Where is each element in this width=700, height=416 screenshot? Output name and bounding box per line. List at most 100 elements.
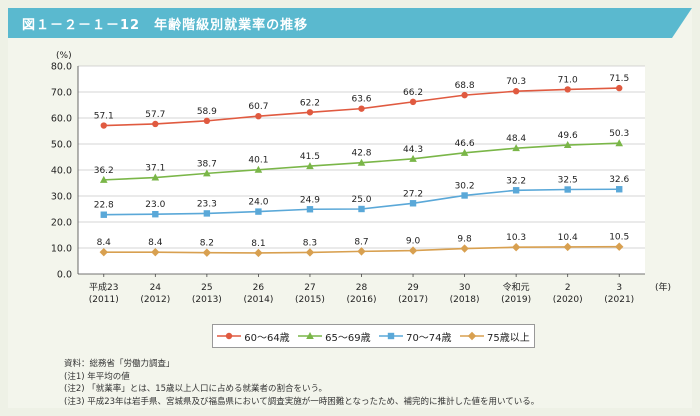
data-point: [512, 144, 520, 152]
data-label: 8.2: [200, 239, 214, 249]
data-point: [203, 169, 211, 177]
data-label: 49.6: [558, 131, 578, 141]
legend-item: 65～69歳: [298, 329, 371, 344]
x-tick-label-year: (2017): [398, 295, 428, 305]
data-label: 44.3: [403, 145, 423, 155]
data-point: [564, 86, 571, 93]
data-label: 60.7: [248, 102, 268, 112]
note-line: (注2) 「就業率」とは、15歳以上人口に占める就業者の割合をいう。: [64, 384, 328, 394]
legend-marker-icon: [379, 332, 404, 340]
data-label: 8.3: [303, 238, 317, 248]
data-point: [511, 243, 521, 252]
data-point: [306, 162, 314, 170]
data-label: 10.4: [558, 233, 578, 243]
data-point: [203, 117, 211, 125]
data-label: 48.4: [506, 134, 526, 144]
data-point: [408, 246, 418, 255]
data-label: 9.0: [406, 237, 421, 247]
chart-title: 図１－２－１－12 年齢階級別就業率の推移: [22, 18, 309, 33]
x-unit-label: (年): [655, 281, 671, 293]
x-tick-label-year: (2011): [89, 295, 119, 305]
legend-item: 60～64歳: [217, 329, 290, 344]
data-label: 37.1: [145, 164, 165, 174]
y-tick-label: 10.0: [51, 244, 72, 255]
legend-marker-icon: [217, 332, 242, 340]
title-bar-corner: [672, 8, 692, 38]
note-line: 資料：総務省「労働力調査」: [64, 359, 175, 369]
x-tick-label-era: 27: [304, 283, 315, 293]
data-point: [616, 186, 623, 193]
x-tick-label-year: (2021): [604, 295, 634, 305]
data-point: [460, 244, 469, 253]
x-tick-label-era: 29: [407, 283, 419, 293]
x-tick-label-year: (2019): [501, 295, 531, 305]
data-point: [358, 105, 365, 112]
data-point: [99, 247, 108, 257]
line-chart: 0.0 10.0 20.0 30.0 40.0 50.0 60.0 70.0 80.0(%) (年…: [51, 51, 671, 305]
data-point: [254, 248, 263, 258]
y-tick-label: 40.0: [51, 166, 72, 177]
data-label: 24.9: [300, 195, 320, 205]
data-label: 50.3: [609, 129, 629, 139]
data-label: 68.8: [455, 81, 475, 91]
data-label: 27.2: [403, 189, 423, 199]
data-point: [615, 139, 624, 147]
legend-label: 75歳以上: [487, 332, 530, 344]
data-label: 10.5: [609, 233, 629, 243]
data-point: [357, 247, 366, 256]
data-label: 42.8: [351, 149, 371, 159]
data-point: [306, 109, 314, 116]
data-label: 66.2: [403, 88, 423, 98]
data-point: [151, 247, 160, 257]
figure-frame: 図１－２－１－12 年齢階級別就業率の推移 0.0 10.0 20.0 30.0 40.…: [8, 8, 692, 408]
data-label: 71.0: [558, 75, 578, 85]
x-tick-label-era: 30: [459, 283, 471, 293]
y-tick-label: 80.0: [51, 62, 72, 73]
data-label: 63.6: [351, 95, 371, 105]
x-tick-label-year: (2013): [192, 295, 222, 305]
data-point: [254, 165, 263, 173]
title-bar: 図１－２－１－12 年齢階級別就業率の推移: [8, 8, 672, 38]
data-point: [357, 158, 366, 166]
source-notes: 資料：総務省「労働力調査」 (注1) 年平均の値 (注2) 「就業率」とは、15歳以…: [64, 358, 539, 408]
x-tick-label-year: (2016): [347, 295, 377, 305]
data-point: [563, 242, 572, 252]
data-label: 23.3: [197, 199, 217, 209]
data-label: 8.4: [97, 238, 112, 248]
data-label: 71.5: [609, 74, 629, 84]
y-tick-label: 60.0: [51, 114, 72, 125]
data-point: [100, 211, 107, 218]
data-label: 10.3: [506, 233, 526, 243]
legend-marker-icon: [298, 332, 323, 339]
legend-label: 65～69歳: [325, 332, 371, 344]
x-tick-label-era: 26: [253, 283, 265, 293]
data-point: [152, 120, 159, 128]
data-label: 62.2: [300, 98, 320, 108]
data-point: [358, 205, 365, 213]
data-point: [616, 84, 623, 92]
x-tick-label-era: 25: [201, 283, 212, 293]
y-tick-label: 20.0: [51, 218, 72, 229]
y-tick-label: 70.0: [51, 88, 72, 99]
data-label: 24.0: [248, 198, 268, 208]
data-point: [461, 192, 468, 199]
data-point: [202, 248, 212, 257]
data-label: 32.5: [558, 176, 578, 186]
data-point: [512, 88, 520, 95]
data-point: [512, 187, 520, 194]
x-tick-label-era: 令和元: [503, 281, 530, 293]
data-point: [255, 112, 262, 120]
data-point: [306, 206, 314, 213]
x-tick-label-era: 3: [616, 283, 622, 293]
x-tick-label-year: (2012): [140, 295, 170, 305]
note-line: (注3) 平成23年は岩手県、宮城県及び福島県において調査実施が一時困難となった…: [64, 396, 540, 407]
data-point: [563, 141, 572, 149]
data-label: 36.2: [94, 166, 114, 176]
data-label: 8.7: [354, 237, 368, 247]
data-label: 46.6: [455, 139, 475, 149]
x-tick-label-era: 2: [565, 283, 571, 293]
legend-marker-icon: [460, 331, 484, 341]
x-tick-label-era: 平成23: [89, 281, 118, 293]
data-label: 25.0: [351, 195, 371, 205]
data-label: 30.2: [455, 181, 475, 191]
